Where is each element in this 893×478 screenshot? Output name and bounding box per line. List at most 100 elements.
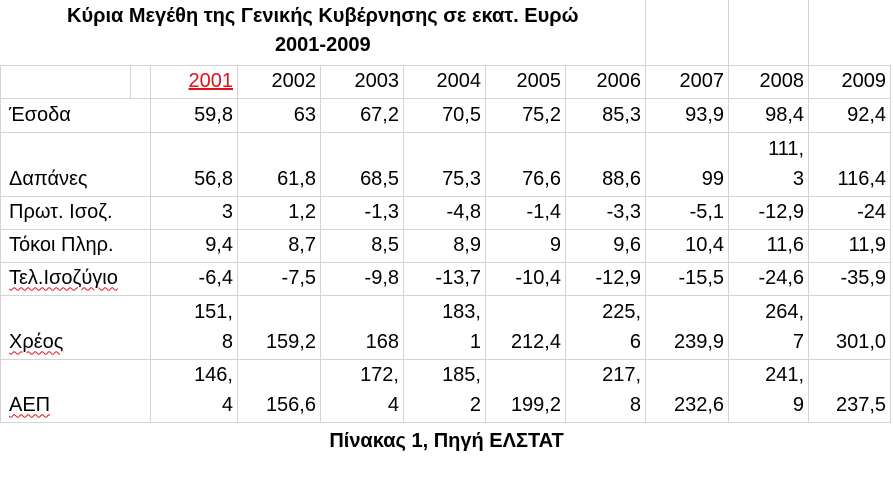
row-label: Δαπάνες	[0, 131, 151, 197]
year-header: 2006	[564, 64, 647, 99]
value-cell: 159,2	[237, 294, 321, 360]
value-cell: -35,9	[808, 261, 892, 296]
title-line: Κύρια Μεγέθη της Γενικής Κυβέρνησης σε ε…	[67, 5, 579, 28]
year-header: 2008	[728, 64, 810, 99]
title-line: 2001-2009	[274, 34, 371, 57]
year-header: 2002	[237, 64, 321, 99]
value-cell: 199,2	[485, 358, 566, 423]
value-cell: 76,6	[485, 131, 566, 197]
value-cell: 116,4	[808, 131, 892, 197]
value-cell: 8,7	[237, 228, 321, 263]
row-label-text: Έσοδα	[9, 103, 71, 126]
value-cell: 168	[320, 294, 404, 360]
row-label-text: Τόκοι Πληρ.	[9, 233, 114, 256]
value-cell: 9,4	[150, 228, 238, 263]
value-cell: 172, 4	[320, 358, 404, 423]
value-cell: 156,6	[237, 358, 321, 423]
value-cell: 92,4	[808, 97, 892, 133]
value-cell: 146, 4	[150, 358, 238, 423]
value-cell: -7,5	[237, 261, 321, 296]
value-cell: 93,9	[645, 97, 730, 133]
value-cell: 301,0	[808, 294, 892, 360]
value-cell: 232,6	[645, 358, 730, 423]
value-cell: -1,4	[485, 195, 566, 230]
table-title: Κύρια Μεγέθη της Γενικής Κυβέρνησης σε ε…	[0, 0, 647, 66]
year-header: 2001	[150, 64, 238, 99]
value-cell: 68,5	[320, 131, 404, 197]
value-cell: 217, 8	[564, 358, 647, 423]
table-row: Τόκοι Πληρ. 9,4 8,7 8,5 8,9 9 9,6 10,4 11,6 11,9	[0, 228, 892, 263]
header-row: 2001 2002 2003 2004 2005 2006 2007 2008 2009	[0, 64, 892, 99]
value-cell: 99	[645, 131, 730, 197]
value-cell: -24	[808, 195, 892, 230]
value-cell: -4,8	[403, 195, 486, 230]
value-cell: 67,2	[320, 97, 404, 133]
value-cell: 9,6	[564, 228, 647, 263]
value-cell: 1,2	[237, 195, 321, 230]
value-cell: 3	[150, 195, 238, 230]
row-label: Τόκοι Πληρ.	[0, 228, 151, 263]
value-cell: -10,4	[485, 261, 566, 296]
value-cell: 237,5	[808, 358, 892, 423]
value-cell: 70,5	[403, 97, 486, 133]
caption: Πίνακας 1, Πηγή ΕΛΣΤΑΤ	[329, 430, 564, 452]
value-cell: 225, 6	[564, 294, 647, 360]
value-cell: 10,4	[645, 228, 730, 263]
row-label-text: Πρωτ. Ισοζ.	[9, 200, 113, 223]
row-label-text: Τελ.Ισοζύγιο	[9, 266, 118, 289]
year-header: 2005	[485, 64, 566, 99]
value-cell: -15,5	[645, 261, 730, 296]
value-cell: -1,3	[320, 195, 404, 230]
year-header: 2007	[645, 64, 730, 99]
value-cell: -12,9	[728, 195, 810, 230]
year-header: 2009	[808, 64, 892, 99]
value-cell: 264, 7	[728, 294, 810, 360]
value-cell: 63	[237, 97, 321, 133]
data-table: Κύρια Μεγέθη της Γενικής Κυβέρνησης σε ε…	[0, 0, 892, 423]
value-cell: 111, 3	[728, 131, 810, 197]
table-row: Έσοδα 59,8 63 67,2 70,5 75,2 85,3 93,9 98,4 92,4	[0, 97, 892, 133]
row-label-text: Χρέος	[9, 330, 64, 353]
value-cell: 61,8	[237, 131, 321, 197]
value-cell: 239,9	[645, 294, 730, 360]
value-cell: 151, 8	[150, 294, 238, 360]
corner-cell	[0, 64, 131, 99]
value-cell: -6,4	[150, 261, 238, 296]
table-row: ΑΕΠ 146, 4 156,6 172, 4 185, 2 199,2 217, 8 232,6 24…	[0, 358, 892, 423]
row-label-text: Δαπάνες	[9, 167, 88, 190]
value-cell: -9,8	[320, 261, 404, 296]
value-cell: 183, 1	[403, 294, 486, 360]
year-header: 2004	[403, 64, 486, 99]
value-cell: 88,6	[564, 131, 647, 197]
value-cell: -5,1	[645, 195, 730, 230]
year-header: 2003	[320, 64, 404, 99]
value-cell: 75,3	[403, 131, 486, 197]
value-cell: -13,7	[403, 261, 486, 296]
corner-cell	[130, 64, 151, 99]
value-cell: 8,5	[320, 228, 404, 263]
value-cell: -12,9	[564, 261, 647, 296]
value-cell: 8,9	[403, 228, 486, 263]
table-row: Δαπάνες 56,8 61,8 68,5 75,3 76,6 88,6 99 111, 3 11…	[0, 131, 892, 197]
row-label: ΑΕΠ	[0, 358, 151, 423]
value-cell: 11,6	[728, 228, 810, 263]
value-cell: 241, 9	[728, 358, 810, 423]
value-cell: 85,3	[564, 97, 647, 133]
table-row: Χρέος 151, 8 159,2 168 183, 1 212,4 225, 6 239,9 26…	[0, 294, 892, 360]
value-cell: 75,2	[485, 97, 566, 133]
row-label: Τελ.Ισοζύγιο	[0, 261, 151, 296]
table-row: Πρωτ. Ισοζ. 3 1,2 -1,3 -4,8 -1,4 -3,3 -5,1 -12,9…	[0, 195, 892, 230]
value-cell: 185, 2	[403, 358, 486, 423]
row-label: Χρέος	[0, 294, 151, 360]
value-cell: 98,4	[728, 97, 810, 133]
row-label-text: ΑΕΠ	[9, 393, 51, 416]
value-cell: 9	[485, 228, 566, 263]
value-cell: 56,8	[150, 131, 238, 197]
value-cell: 11,9	[808, 228, 892, 263]
value-cell: -24,6	[728, 261, 810, 296]
row-label: Έσοδα	[0, 97, 151, 133]
table-row: Τελ.Ισοζύγιο -6,4 -7,5 -9,8 -13,7 -10,4 -12,9-…	[0, 261, 892, 296]
value-cell: -3,3	[564, 195, 647, 230]
value-cell: 59,8	[150, 97, 238, 133]
